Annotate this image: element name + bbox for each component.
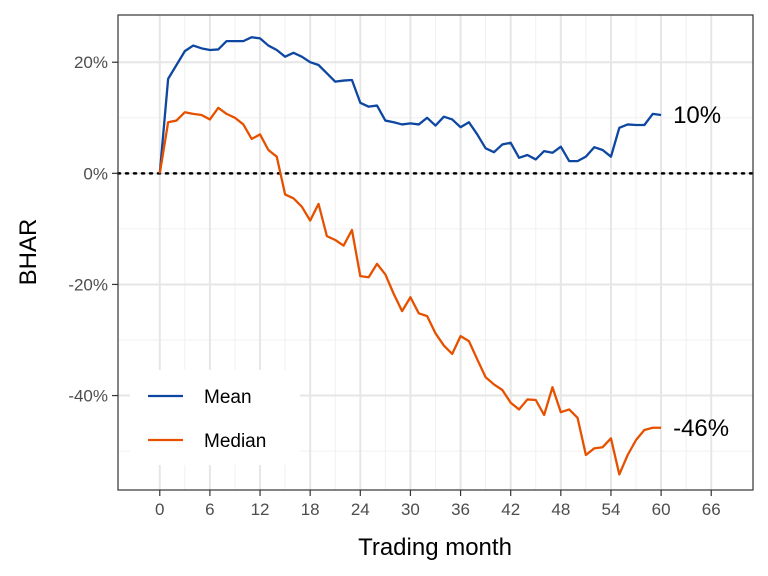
legend: Mean Median [130, 370, 300, 465]
x-tick-label: 66 [702, 500, 721, 519]
x-axis-title: Trading month [358, 534, 512, 561]
end-label-mean: 10% [673, 102, 721, 129]
y-tick-label: 20% [74, 53, 108, 72]
minor-gridlines [118, 15, 753, 490]
x-tick-label: 6 [205, 500, 214, 519]
x-tick-label: 30 [401, 500, 420, 519]
x-tick-label: 24 [351, 500, 370, 519]
end-labels: 10% -46% [673, 102, 729, 442]
x-tick-label: 0 [155, 500, 164, 519]
y-axis-title: BHAR [15, 219, 42, 286]
x-tick-label: 18 [301, 500, 320, 519]
y-tick-label: 0% [83, 164, 108, 183]
y-axis-ticks: -40% -20% 0% 20% [68, 53, 118, 406]
x-tick-label: 12 [251, 500, 270, 519]
x-tick-label: 48 [551, 500, 570, 519]
x-axis-ticks: 0 6 12 18 24 30 36 42 48 54 60 66 [155, 490, 721, 519]
series-line-mean [158, 36, 662, 174]
series-lines [158, 36, 662, 476]
x-tick-label: 54 [601, 500, 620, 519]
legend-background [130, 370, 300, 465]
legend-label-mean: Mean [204, 387, 252, 408]
plot-border [117, 14, 754, 491]
x-tick-label: 36 [451, 500, 470, 519]
y-tick-label: -40% [68, 387, 108, 406]
end-label-median: -46% [673, 415, 729, 442]
y-tick-label: -20% [68, 275, 108, 294]
series-line-median [158, 106, 662, 476]
x-tick-label: 42 [501, 500, 520, 519]
x-tick-label: 60 [652, 500, 671, 519]
legend-label-median: Median [204, 431, 266, 452]
